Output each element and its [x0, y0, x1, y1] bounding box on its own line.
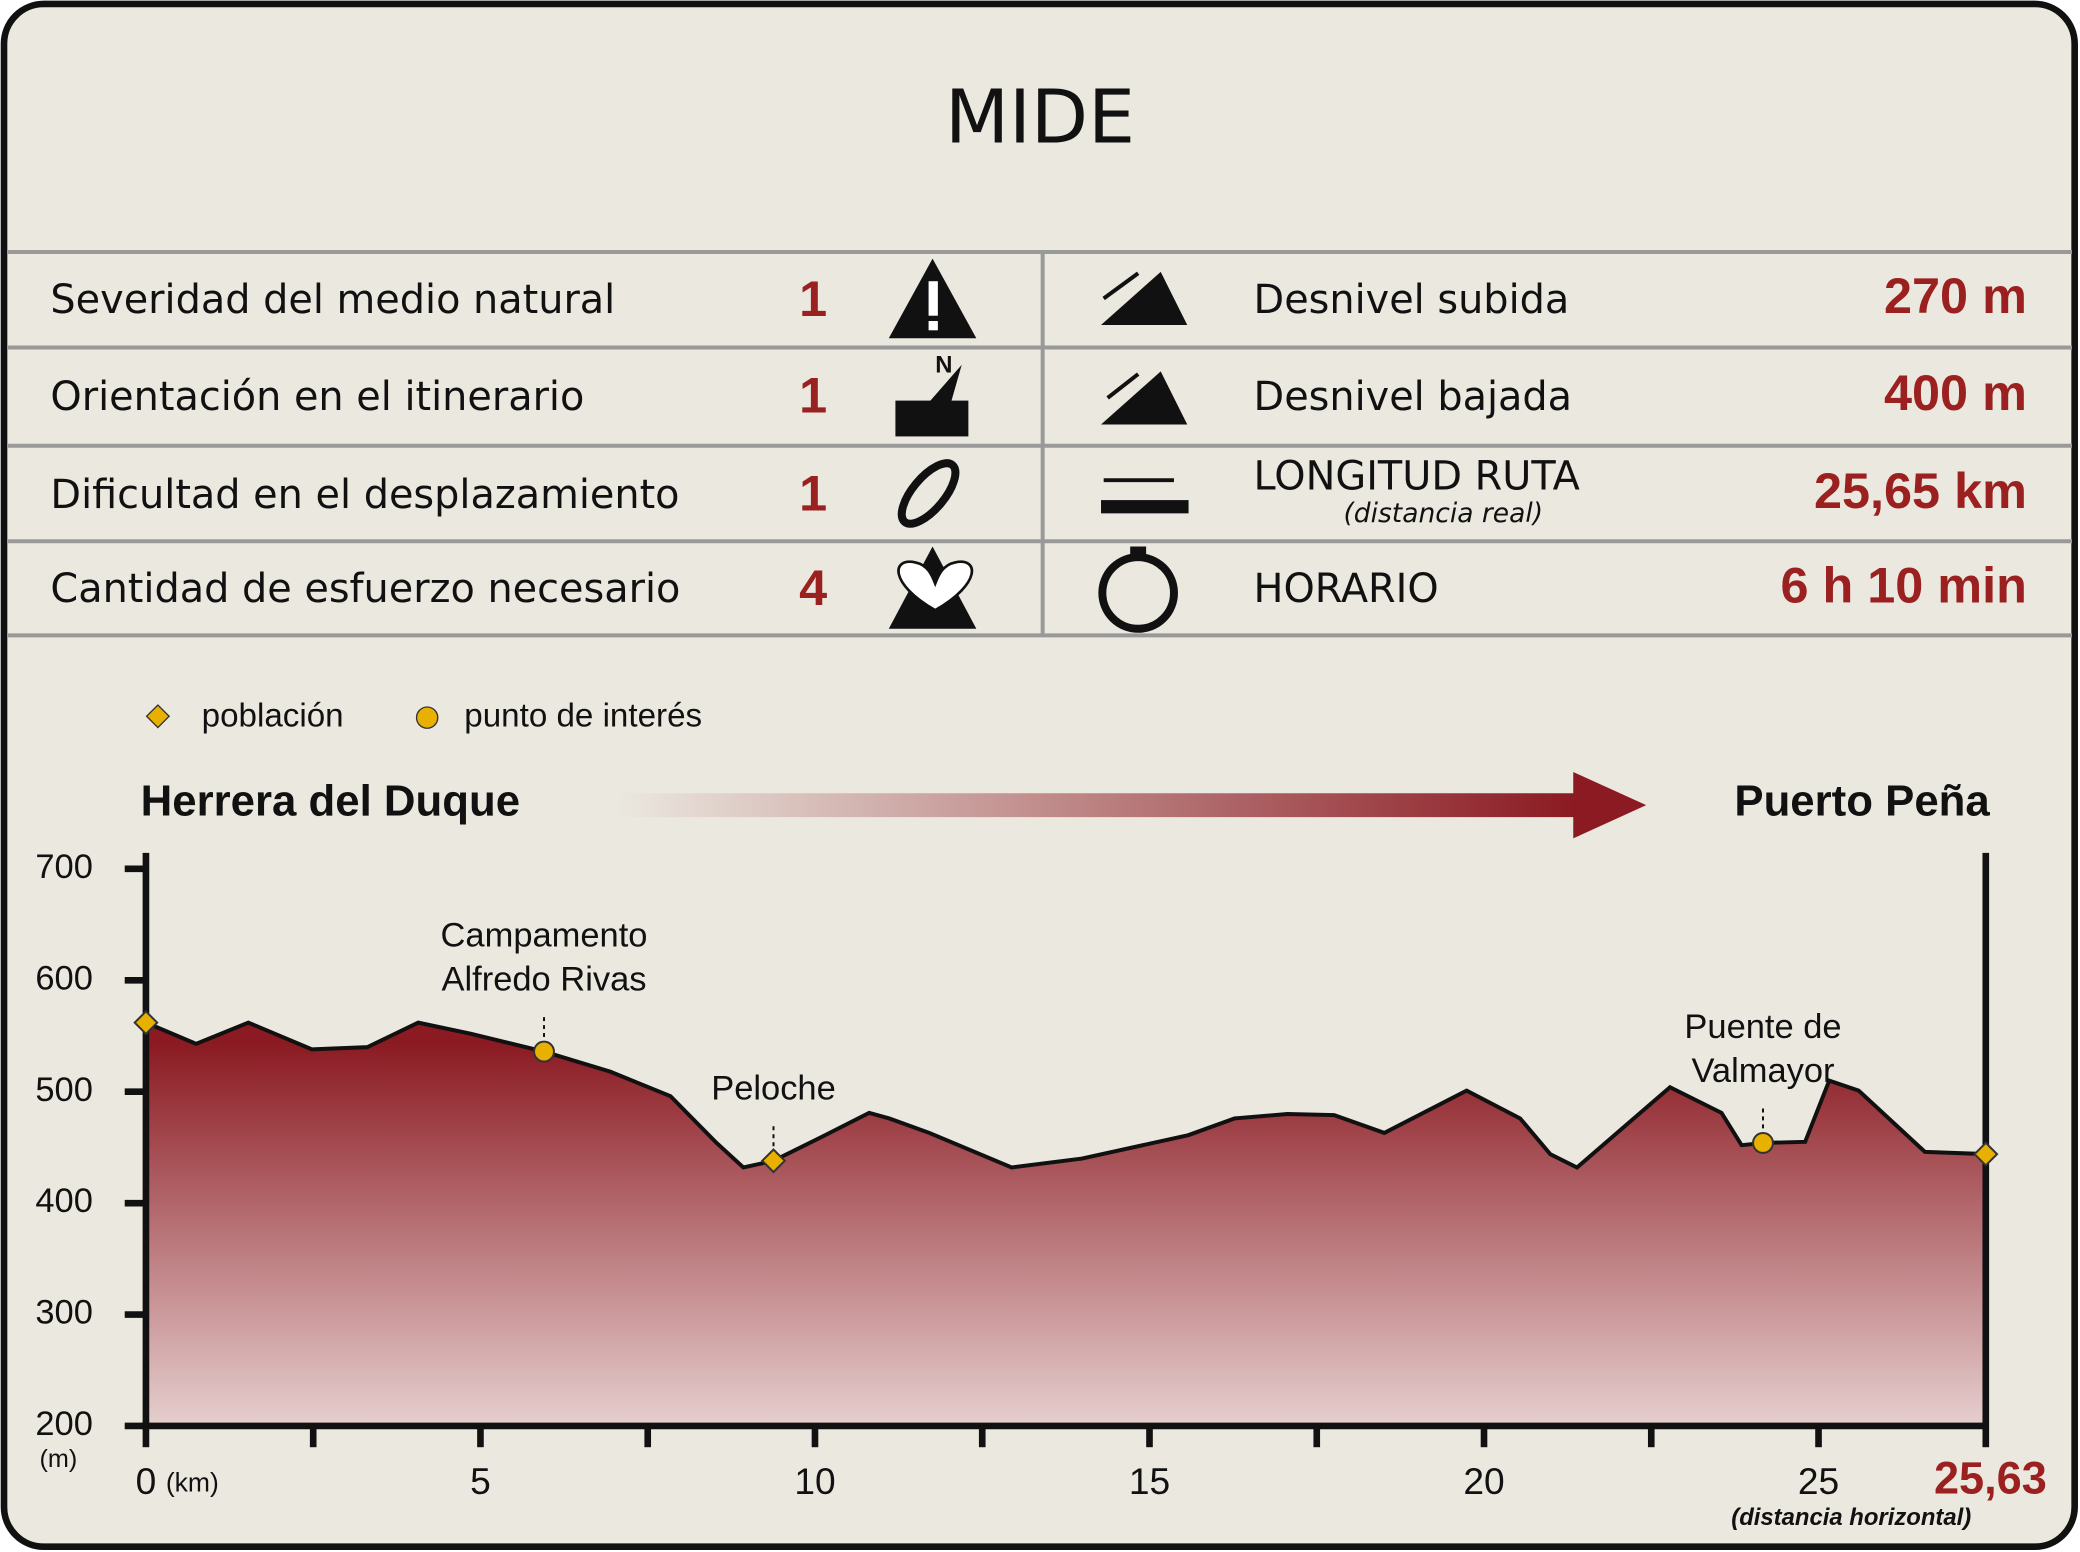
y-tick-label: 700 [35, 848, 93, 886]
point-label: Puente de [1684, 1008, 1841, 1046]
x-unit: (km) [166, 1467, 219, 1497]
mide-value: 400 m [1884, 364, 2027, 421]
mide-note: (distancia real) [1343, 498, 1543, 529]
x-tick-label: 20 [1463, 1460, 1504, 1502]
mide-label: HORARIO [1254, 566, 1439, 612]
end-name: Puerto Peña [1734, 776, 1990, 825]
direction-arrowhead [1573, 772, 1647, 839]
x-tick-label: 15 [1129, 1460, 1170, 1502]
legend-marker [145, 704, 171, 729]
mide-title: MIDE [945, 74, 1135, 161]
y-tick-label: 200 [35, 1405, 93, 1443]
y-tick-label: 600 [35, 959, 93, 997]
poi-marker [1752, 1132, 1774, 1154]
end-label: 25,63 [1934, 1453, 2047, 1504]
y-unit: (m) [40, 1445, 78, 1473]
mide-label: Dificultad en el desplazamiento [50, 472, 679, 518]
poi-marker [533, 1040, 555, 1063]
direction-arrow [616, 793, 1575, 818]
town-marker [133, 1009, 159, 1036]
mide-label: Orientación en el itinerario [50, 374, 584, 420]
y-tick-label: 500 [35, 1071, 93, 1109]
point-label: Valmayor [1691, 1052, 1834, 1090]
y-tick-label: 400 [35, 1182, 93, 1220]
x-tick-label: 10 [794, 1460, 835, 1502]
mide-value: 1 [799, 465, 827, 522]
town-marker [1973, 1141, 1999, 1167]
mide-value: 270 m [1884, 267, 2027, 324]
mide-value: 6 h 10 min [1780, 556, 2026, 613]
town-marker [760, 1148, 787, 1174]
point-label: Peloche [711, 1070, 836, 1108]
mide-label: Desnivel bajada [1254, 374, 1573, 420]
legend-label: punto de interés [464, 697, 702, 734]
mide-value: 4 [799, 559, 827, 616]
point-label: Campamento [441, 917, 648, 955]
mide-label: Cantidad de esfuerzo necesario [50, 566, 680, 612]
x-tick-label: 25 [1798, 1460, 1839, 1502]
profile-area [143, 1019, 1988, 1428]
mide-label: Desnivel subida [1254, 277, 1570, 323]
x-tick-label: 0 [136, 1460, 157, 1502]
mide-value: 1 [799, 367, 827, 424]
mide-value: 25,65 km [1814, 462, 2027, 519]
icons: N [888, 258, 1189, 633]
x-tick-label: 5 [470, 1460, 491, 1502]
legend-marker [415, 706, 439, 729]
table-lines [7, 250, 2073, 638]
legend-label: población [202, 697, 344, 734]
mide-label: Severidad del medio natural [50, 277, 615, 323]
start-name: Herrera del Duque [141, 776, 520, 825]
mide-label: LONGITUD RUTA [1254, 453, 1580, 499]
svg-text:N: N [935, 351, 952, 378]
y-tick-label: 300 [35, 1294, 93, 1332]
point-label: Alfredo Rivas [442, 960, 647, 998]
end-note: (distancia horizontal) [1731, 1504, 1971, 1531]
mide-value: 1 [799, 270, 827, 327]
